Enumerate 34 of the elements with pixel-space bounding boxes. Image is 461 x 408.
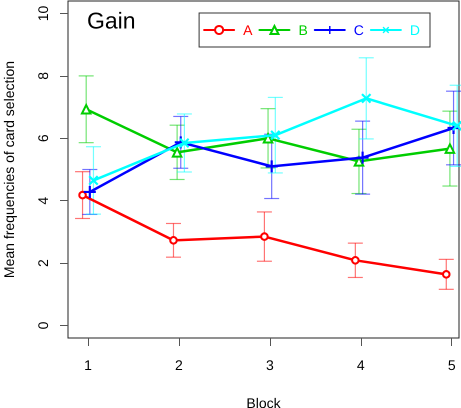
- point: [169, 236, 178, 245]
- x-axis-title: Block: [246, 395, 282, 408]
- legend-label: C: [354, 22, 364, 38]
- point: [442, 270, 451, 279]
- point: [84, 186, 96, 198]
- x-tick-label: 5: [448, 357, 456, 373]
- point: [361, 93, 372, 104]
- y-tick-label: 8: [35, 72, 51, 80]
- y-tick-label: 2: [35, 259, 51, 268]
- point: [172, 147, 182, 158]
- x-tick-label: 1: [84, 357, 92, 373]
- x-tick-label: 2: [175, 357, 184, 373]
- point: [260, 232, 269, 241]
- point: [270, 130, 280, 140]
- y-tick-label: 4: [35, 196, 51, 205]
- point: [179, 138, 190, 148]
- legend-label: A: [243, 22, 254, 38]
- point: [444, 143, 456, 154]
- x-tick-label: 3: [266, 357, 274, 373]
- y-tick-label: 6: [35, 134, 51, 142]
- legend-label: B: [298, 22, 308, 38]
- legend-label: D: [410, 22, 420, 38]
- point: [80, 104, 92, 115]
- y-axis-title: Mean frequencies of card selection: [1, 60, 17, 278]
- point: [356, 152, 369, 164]
- point: [452, 120, 461, 131]
- x-tick-label: 4: [356, 357, 365, 373]
- point: [88, 175, 98, 186]
- point: [351, 256, 360, 265]
- y-tick-label: 10: [35, 5, 51, 22]
- y-tick-label: 0: [35, 321, 51, 330]
- point: [78, 190, 87, 200]
- chart-title: Gain: [87, 8, 136, 34]
- point: [266, 160, 278, 172]
